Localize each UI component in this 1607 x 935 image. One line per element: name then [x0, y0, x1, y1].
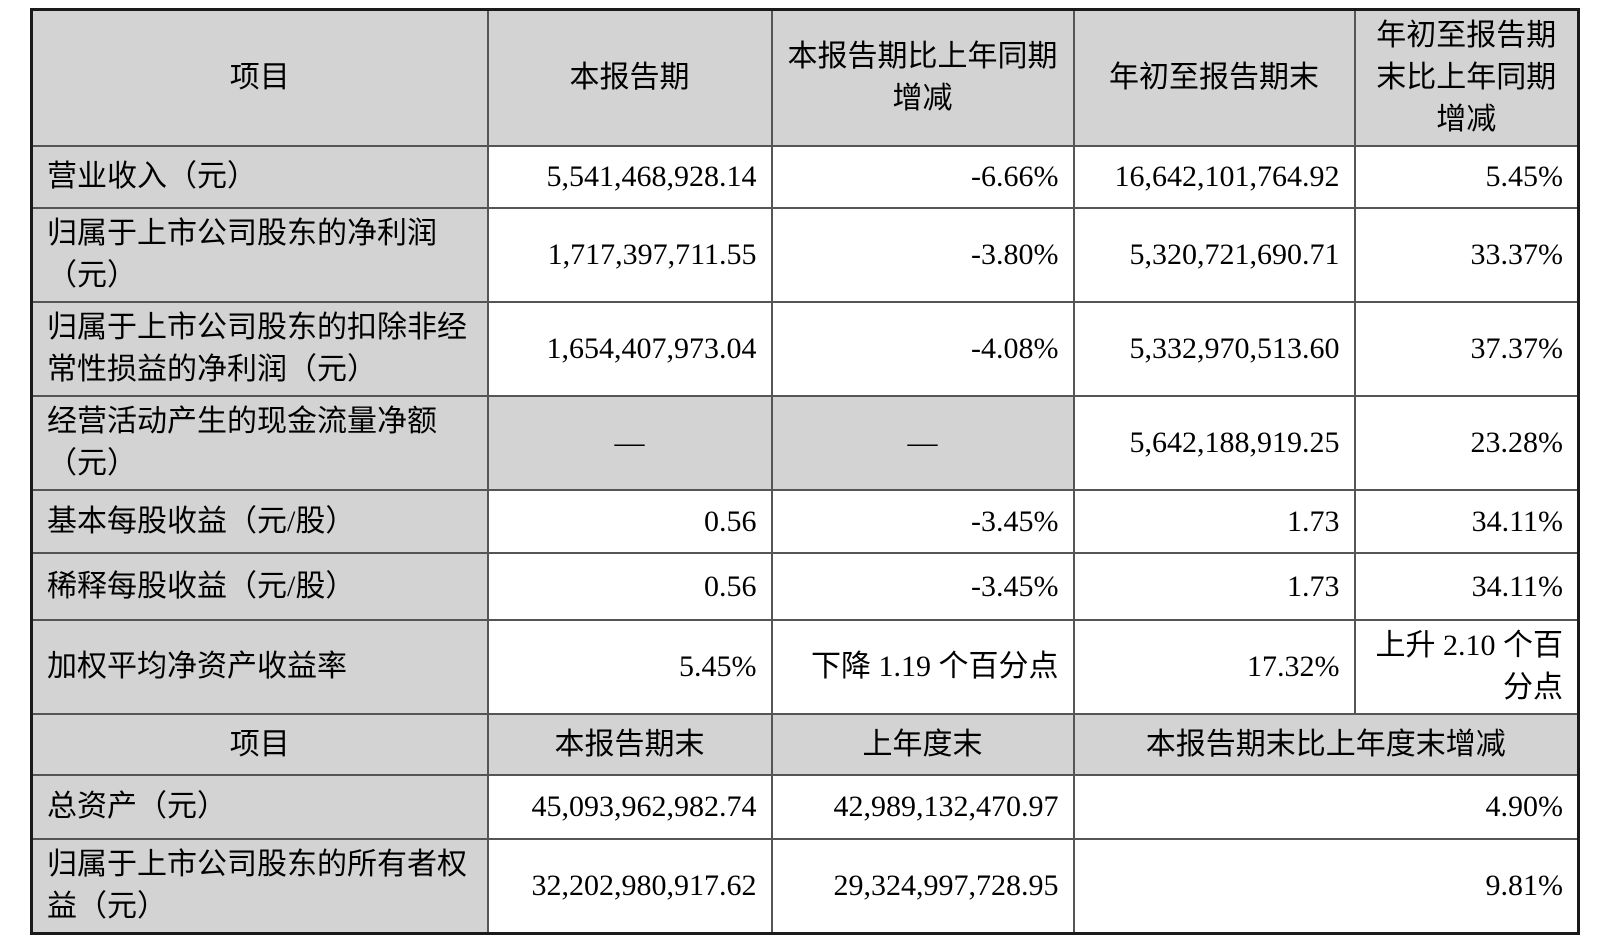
- header-row-2: 项目 本报告期末 上年度末 本报告期末比上年度末增减: [30, 713, 1580, 776]
- value-cell: 17.32%: [1072, 619, 1356, 715]
- col-header-change-vs-prev-year-end: 本报告期末比上年度末增减: [1072, 713, 1580, 776]
- value-cell: 5,332,970,513.60: [1072, 301, 1356, 397]
- col-header-prev-year-end: 上年度末: [770, 713, 1075, 776]
- value-cell: 29,324,997,728.95: [770, 838, 1075, 935]
- value-cell: -3.80%: [770, 207, 1075, 303]
- col-header-period-end: 本报告期末: [486, 713, 773, 776]
- value-cell: 1,654,407,973.04: [486, 301, 773, 397]
- table-row: 归属于上市公司股东的扣除非经常性损益的净利润（元） 1,654,407,973.…: [30, 301, 1580, 397]
- table-row: 营业收入（元） 5,541,468,928.14 -6.66% 16,642,1…: [30, 145, 1580, 209]
- table-row: 归属于上市公司股东的净利润（元） 1,717,397,711.55 -3.80%…: [30, 207, 1580, 303]
- table-row: 经营活动产生的现金流量净额（元） — — 5,642,188,919.25 23…: [30, 395, 1580, 491]
- row-label: 经营活动产生的现金流量净额（元）: [30, 395, 489, 491]
- value-cell: 上升 2.10 个百分点: [1353, 619, 1580, 715]
- value-cell: 5,320,721,690.71: [1072, 207, 1356, 303]
- row-label: 总资产（元）: [30, 774, 489, 840]
- col-header-current-period: 本报告期: [486, 8, 773, 147]
- value-cell: 0.56: [486, 489, 773, 554]
- value-cell: 1.73: [1072, 489, 1356, 554]
- value-cell: 0.56: [486, 552, 773, 621]
- row-label: 营业收入（元）: [30, 145, 489, 209]
- col-header-current-period-yoy: 本报告期比上年同期增减: [770, 8, 1075, 147]
- value-cell: 34.11%: [1353, 489, 1580, 554]
- value-cell: 33.37%: [1353, 207, 1580, 303]
- table-row: 归属于上市公司股东的所有者权益（元） 32,202,980,917.62 29,…: [30, 838, 1580, 935]
- value-cell: 4.90%: [1072, 774, 1580, 840]
- row-label: 基本每股收益（元/股）: [30, 489, 489, 554]
- value-cell: 5,642,188,919.25: [1072, 395, 1356, 491]
- value-cell: 5.45%: [1353, 145, 1580, 209]
- value-cell: 5.45%: [486, 619, 773, 715]
- col-header-item-2: 项目: [30, 713, 489, 776]
- table-row: 基本每股收益（元/股） 0.56 -3.45% 1.73 34.11%: [30, 489, 1580, 554]
- value-cell: 32,202,980,917.62: [486, 838, 773, 935]
- financial-summary-table: 项目 本报告期 本报告期比上年同期增减 年初至报告期末 年初至报告期末比上年同期…: [30, 8, 1580, 935]
- value-cell-dash: —: [486, 395, 773, 491]
- table-row: 加权平均净资产收益率 5.45% 下降 1.19 个百分点 17.32% 上升 …: [30, 619, 1580, 715]
- col-header-item: 项目: [30, 8, 489, 147]
- value-cell: 1.73: [1072, 552, 1356, 621]
- table-row: 总资产（元） 45,093,962,982.74 42,989,132,470.…: [30, 774, 1580, 840]
- table-row: 稀释每股收益（元/股） 0.56 -3.45% 1.73 34.11%: [30, 552, 1580, 621]
- value-cell: 37.37%: [1353, 301, 1580, 397]
- value-cell: -6.66%: [770, 145, 1075, 209]
- value-cell: 23.28%: [1353, 395, 1580, 491]
- value-cell: -4.08%: [770, 301, 1075, 397]
- col-header-ytd-yoy: 年初至报告期末比上年同期增减: [1353, 8, 1580, 147]
- quarterly-report-key-figures: 项目 本报告期 本报告期比上年同期增减 年初至报告期末 年初至报告期末比上年同期…: [30, 8, 1580, 935]
- col-header-ytd: 年初至报告期末: [1072, 8, 1356, 147]
- value-cell: 16,642,101,764.92: [1072, 145, 1356, 209]
- value-cell: 45,093,962,982.74: [486, 774, 773, 840]
- row-label: 归属于上市公司股东的扣除非经常性损益的净利润（元）: [30, 301, 489, 397]
- value-cell: 1,717,397,711.55: [486, 207, 773, 303]
- row-label: 加权平均净资产收益率: [30, 619, 489, 715]
- value-cell: -3.45%: [770, 489, 1075, 554]
- value-cell: 9.81%: [1072, 838, 1580, 935]
- value-cell-dash: —: [770, 395, 1075, 491]
- value-cell: 34.11%: [1353, 552, 1580, 621]
- row-label: 归属于上市公司股东的所有者权益（元）: [30, 838, 489, 935]
- row-label: 稀释每股收益（元/股）: [30, 552, 489, 621]
- value-cell: -3.45%: [770, 552, 1075, 621]
- value-cell: 下降 1.19 个百分点: [770, 619, 1075, 715]
- header-row-1: 项目 本报告期 本报告期比上年同期增减 年初至报告期末 年初至报告期末比上年同期…: [30, 8, 1580, 147]
- value-cell: 42,989,132,470.97: [770, 774, 1075, 840]
- value-cell: 5,541,468,928.14: [486, 145, 773, 209]
- row-label: 归属于上市公司股东的净利润（元）: [30, 207, 489, 303]
